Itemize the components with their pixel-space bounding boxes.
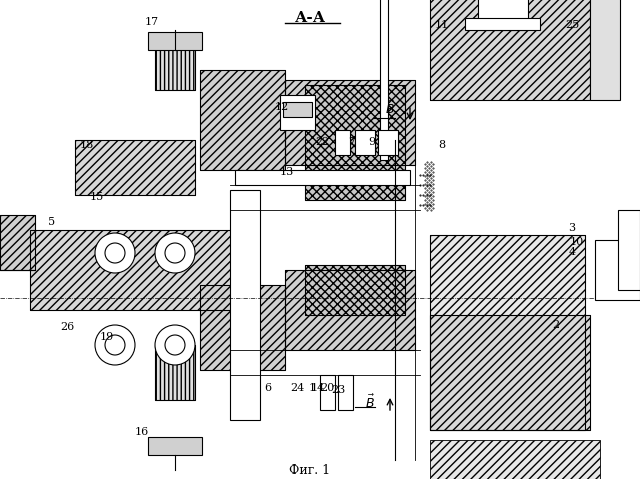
Bar — [75, 140, 195, 195]
Bar — [200, 285, 285, 370]
Bar — [355, 130, 375, 155]
Text: 24: 24 — [290, 383, 304, 393]
Bar — [305, 85, 405, 200]
Bar — [155, 40, 195, 90]
Text: 7: 7 — [349, 137, 355, 147]
Text: 17: 17 — [145, 17, 159, 27]
Bar — [230, 190, 260, 420]
Bar — [430, 235, 585, 430]
Bar — [285, 270, 415, 350]
Circle shape — [165, 243, 185, 263]
Bar — [430, 0, 590, 100]
Bar — [200, 70, 285, 170]
Circle shape — [155, 233, 195, 273]
Text: 18: 18 — [80, 140, 94, 150]
Text: 14: 14 — [311, 383, 325, 393]
Text: $\vec{B}$: $\vec{B}$ — [365, 393, 375, 411]
Bar — [155, 345, 195, 400]
Bar — [280, 95, 315, 130]
Bar — [378, 130, 398, 155]
Text: 13: 13 — [280, 167, 294, 177]
Text: 12: 12 — [275, 102, 289, 112]
Circle shape — [95, 325, 135, 365]
Bar — [148, 437, 202, 455]
Bar — [430, 440, 600, 479]
Bar — [305, 85, 405, 200]
Bar — [380, 0, 388, 160]
Circle shape — [155, 325, 195, 365]
Text: 6: 6 — [264, 383, 271, 393]
Text: 16: 16 — [135, 427, 149, 437]
Bar — [285, 80, 415, 165]
Text: 11: 11 — [435, 20, 449, 30]
Text: 1: 1 — [308, 383, 316, 393]
Text: 23: 23 — [331, 385, 345, 395]
Text: 22: 22 — [315, 137, 329, 147]
Bar — [305, 265, 405, 315]
Bar — [155, 345, 195, 400]
Text: 9: 9 — [369, 137, 376, 147]
Bar — [285, 80, 415, 165]
Bar — [430, 315, 590, 430]
Bar — [285, 270, 415, 350]
Text: 15: 15 — [90, 192, 104, 202]
Bar — [148, 32, 202, 50]
Bar — [430, 0, 590, 100]
Text: 4: 4 — [568, 247, 575, 257]
Text: 2: 2 — [552, 320, 559, 330]
Bar — [75, 140, 195, 195]
Bar — [200, 70, 285, 170]
Text: 20: 20 — [320, 383, 334, 393]
Circle shape — [95, 233, 135, 273]
Bar — [30, 230, 250, 310]
Text: 3: 3 — [568, 223, 575, 233]
Bar — [595, 240, 640, 300]
Text: 19: 19 — [100, 332, 114, 342]
Bar — [0, 215, 35, 270]
Text: 10: 10 — [570, 237, 584, 247]
Bar — [283, 102, 312, 117]
Bar — [478, 0, 528, 30]
Circle shape — [105, 243, 125, 263]
Bar — [338, 375, 353, 410]
Bar — [430, 235, 585, 430]
Bar — [465, 18, 540, 30]
Text: 5: 5 — [49, 217, 56, 227]
Text: 26: 26 — [60, 322, 74, 332]
Bar — [305, 265, 405, 315]
Text: Фиг. 1: Фиг. 1 — [289, 464, 331, 477]
Bar — [320, 375, 335, 410]
Text: А-А: А-А — [294, 11, 326, 25]
Bar — [590, 0, 620, 100]
Bar — [30, 230, 250, 310]
Bar — [200, 285, 285, 370]
Circle shape — [105, 335, 125, 355]
Bar — [0, 215, 35, 270]
Text: $\vec{B}$: $\vec{B}$ — [385, 99, 395, 116]
Bar — [430, 315, 590, 430]
Bar — [335, 130, 350, 155]
Bar — [155, 40, 195, 90]
Bar — [235, 170, 410, 185]
Bar — [618, 210, 640, 290]
Text: 8: 8 — [438, 140, 445, 150]
Text: 25: 25 — [565, 20, 579, 30]
Circle shape — [165, 335, 185, 355]
